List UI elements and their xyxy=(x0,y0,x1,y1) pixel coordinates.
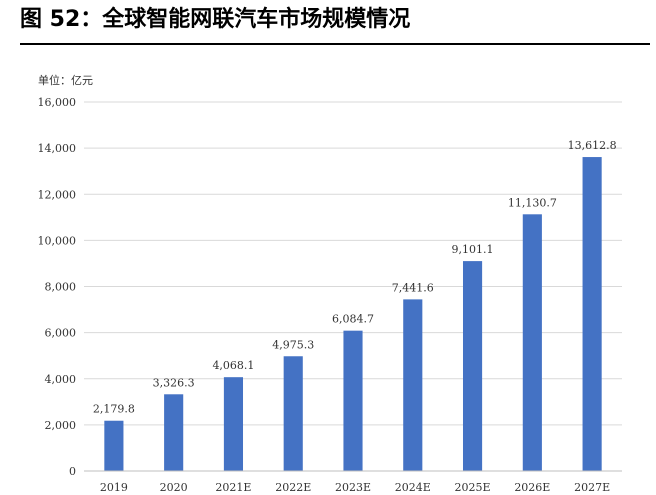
x-tick-label: 2025E xyxy=(455,481,491,494)
y-tick-label: 4,000 xyxy=(45,373,77,386)
bar xyxy=(582,157,602,471)
bar-value-label: 13,612.8 xyxy=(568,139,617,152)
bar-value-label: 7,441.6 xyxy=(392,281,434,294)
y-tick-label: 6,000 xyxy=(45,327,77,340)
x-tick-label: 2023E xyxy=(335,481,371,494)
title-divider xyxy=(20,43,650,45)
bar xyxy=(223,377,244,471)
y-tick-label: 2,000 xyxy=(45,419,77,432)
bar xyxy=(403,299,423,471)
bar-value-label: 11,130.7 xyxy=(508,196,557,209)
unit-label: 单位：亿元 xyxy=(38,74,93,87)
figure-title: 图 52：全球智能网联汽车市场规模情况 xyxy=(20,7,411,32)
bar-value-label: 4,068.1 xyxy=(212,359,254,372)
x-tick-label: 2021E xyxy=(215,481,251,494)
x-axis-tick-labels: 2019 2020 2021E 2022E 2023E 2024E 2025E 2026E 20… xyxy=(100,481,610,494)
x-tick-label: 2027E xyxy=(574,481,610,494)
bar-value-label: 6,084.7 xyxy=(332,313,374,326)
y-tick-label: 0 xyxy=(69,465,76,478)
bar xyxy=(343,330,363,471)
bar xyxy=(164,394,184,471)
bar xyxy=(462,261,483,471)
x-tick-label: 2024E xyxy=(395,481,431,494)
x-tick-label: 2022E xyxy=(275,481,311,494)
bars xyxy=(104,157,602,472)
bar-value-label: 2,179.8 xyxy=(93,403,135,416)
y-tick-label: 16,000 xyxy=(38,96,77,109)
x-tick-label: 2026E xyxy=(514,481,550,494)
y-tick-label: 10,000 xyxy=(38,234,77,247)
bar xyxy=(104,420,124,471)
bar xyxy=(283,356,303,471)
y-tick-label: 8,000 xyxy=(45,281,77,294)
x-tick-label: 2020 xyxy=(160,481,188,494)
y-tick-label: 12,000 xyxy=(38,188,77,201)
bar-value-label: 4,975.3 xyxy=(272,338,314,351)
x-tick-label: 2019 xyxy=(100,481,128,494)
y-axis-tick-labels: 0 2,000 4,000 6,000 8,000 10,000 12,000 14,000 1… xyxy=(38,96,77,478)
bar-value-label: 3,326.3 xyxy=(153,376,195,389)
bar xyxy=(522,214,542,472)
data-labels: 2,179.8 3,326.3 4,068.1 4,975.3 6,084.7 7,441… xyxy=(93,139,617,416)
bar-value-label: 9,101.1 xyxy=(452,243,494,256)
y-tick-label: 14,000 xyxy=(38,142,77,155)
